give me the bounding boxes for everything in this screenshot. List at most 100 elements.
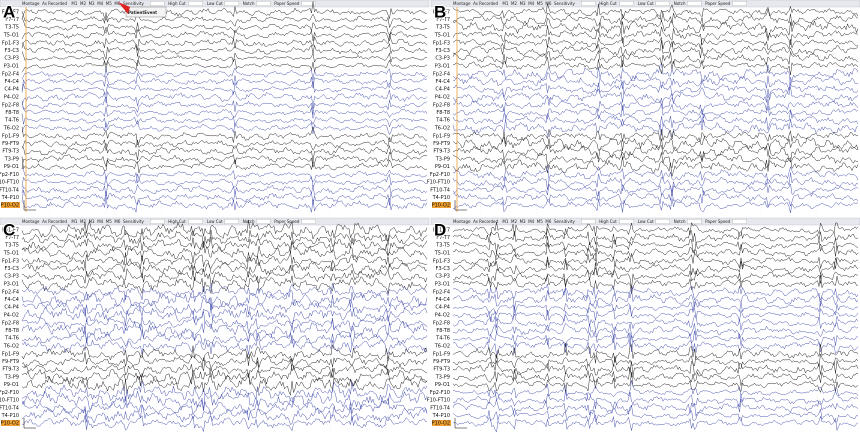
channel-label: F3-C3 xyxy=(435,266,450,272)
toolbar-field xyxy=(619,219,634,224)
channel-label: T4-P10 xyxy=(1,195,19,201)
channel-label: P10-O2 xyxy=(432,203,450,209)
channel-label: P10-O2 xyxy=(1,203,19,209)
toolbar-label: Sensitivity xyxy=(123,219,144,224)
channel-label: FT10-T4 xyxy=(0,405,19,411)
eeg-trace xyxy=(21,311,428,334)
channel-label: P9-O1 xyxy=(4,164,19,170)
channel-label: Fp1-F3 xyxy=(2,259,19,265)
eeg-trace xyxy=(452,56,859,76)
toolbar-label: As Recorded xyxy=(42,1,67,6)
eeg-trace xyxy=(452,321,859,340)
toolbar-label: High Cut xyxy=(599,219,617,224)
eeg-trace xyxy=(452,343,859,364)
channel-label: P4-O2 xyxy=(435,312,450,318)
channel-label: T3-P9 xyxy=(435,374,450,380)
channel-label: F9-FT9 xyxy=(2,359,19,365)
channel-label: C4-P4 xyxy=(435,305,450,311)
channel-label: F10-FT10 xyxy=(427,398,450,404)
channel-label: Fp2-F8 xyxy=(2,321,19,327)
toolbar-label: Paper Speed xyxy=(274,1,300,6)
eeg-panel: Montage As Recorded M1 M2 M3 M4 M5 M6 Sensitivit… xyxy=(427,0,860,216)
channel-label: Fp2-F10 xyxy=(430,172,450,178)
channel-label: Fp2-F4 xyxy=(2,72,19,78)
toolbar-field xyxy=(581,219,596,224)
channel-label: FT9-T3 xyxy=(433,149,450,155)
channel-label: F10-FT10 xyxy=(0,398,19,404)
eeg-trace xyxy=(21,34,428,51)
scale-bar xyxy=(23,418,36,429)
eeg-trace xyxy=(452,332,859,356)
eeg-trace xyxy=(452,330,859,348)
toolbar-field xyxy=(256,219,271,224)
toolbar-field xyxy=(732,219,747,224)
channel-label: Fp1-F9 xyxy=(2,134,19,140)
toolbar-field xyxy=(188,1,203,6)
channel-label: P3-O1 xyxy=(435,63,450,69)
toolbar-field xyxy=(655,1,670,6)
channel-label: T4-T6 xyxy=(435,336,450,342)
channel-label: Fp1-F7 xyxy=(433,10,450,16)
toolbar xyxy=(0,0,430,8)
panel-letter: D xyxy=(434,220,446,239)
eeg-trace xyxy=(452,228,859,246)
channel-label: P4-O2 xyxy=(4,94,19,100)
eeg-trace xyxy=(21,11,427,29)
channel-label: F4-C4 xyxy=(435,297,450,303)
channel-label: Fp2-F10 xyxy=(0,172,19,178)
channel-label: FT10-T4 xyxy=(430,405,450,411)
channel-label: T6-O2 xyxy=(434,343,450,349)
eeg-trace xyxy=(21,380,428,403)
eeg-trace xyxy=(21,96,428,115)
eeg-trace xyxy=(452,221,859,237)
channel-label: Fp1-F7 xyxy=(2,228,19,234)
channel-label: P4-O2 xyxy=(435,94,450,100)
channel-label: FT10-T4 xyxy=(0,187,19,193)
scale-bar xyxy=(23,200,36,211)
channel-label: FT10-T4 xyxy=(430,187,450,193)
eeg-trace xyxy=(21,294,428,317)
toolbar-label: Notch xyxy=(674,219,686,224)
eeg-trace xyxy=(21,113,427,128)
eeg-trace xyxy=(452,305,859,322)
eeg-trace xyxy=(21,17,428,36)
eeg-trace xyxy=(21,142,428,162)
eeg-trace xyxy=(452,110,859,130)
eeg-trace xyxy=(21,329,428,347)
toolbar-field xyxy=(732,1,747,6)
channel-label: T4-T6 xyxy=(4,336,19,342)
channel-label: T3-T5 xyxy=(435,243,450,249)
toolbar-label: Low Cut xyxy=(207,219,223,224)
highlight xyxy=(432,202,451,208)
eeg-panel: Montage As Recorded M1 M2 M3 M4 M5 M6 Sensitivit… xyxy=(427,217,860,434)
toolbar-label: M3 xyxy=(89,219,95,224)
eeg-trace xyxy=(21,183,428,197)
toolbar-field xyxy=(150,1,165,6)
eeg-trace xyxy=(21,372,428,397)
toolbar-label: M1 xyxy=(71,1,77,6)
eeg-trace xyxy=(452,190,859,208)
eeg-trace xyxy=(452,86,859,106)
toolbar-label: Paper Speed xyxy=(274,219,300,224)
eeg-trace xyxy=(452,103,859,120)
channel-label: P9-O1 xyxy=(4,382,19,388)
highlight xyxy=(432,420,451,426)
eeg-trace xyxy=(452,144,858,163)
channel-label: F7-T7 xyxy=(5,17,19,23)
eeg-trace xyxy=(21,357,428,379)
channel-label: T4-P10 xyxy=(432,195,450,201)
toolbar-label: M2 xyxy=(80,219,86,224)
eeg-trace xyxy=(21,388,428,410)
channel-label: C4-P4 xyxy=(435,87,450,93)
channel-label: P9-O1 xyxy=(435,164,450,170)
toolbar-label: Notch xyxy=(243,1,255,6)
eeg-trace xyxy=(21,364,428,389)
channel-label: P10-O2 xyxy=(432,421,450,427)
eeg-trace xyxy=(21,240,428,263)
toolbar-label: M3 xyxy=(520,1,526,6)
toolbar-label: Montage xyxy=(22,219,40,224)
channel-label: Fp1-F7 xyxy=(433,228,450,234)
channel-label: F7-T7 xyxy=(5,235,19,241)
toolbar-label: Paper Speed xyxy=(705,1,731,6)
eeg-trace xyxy=(452,165,859,185)
